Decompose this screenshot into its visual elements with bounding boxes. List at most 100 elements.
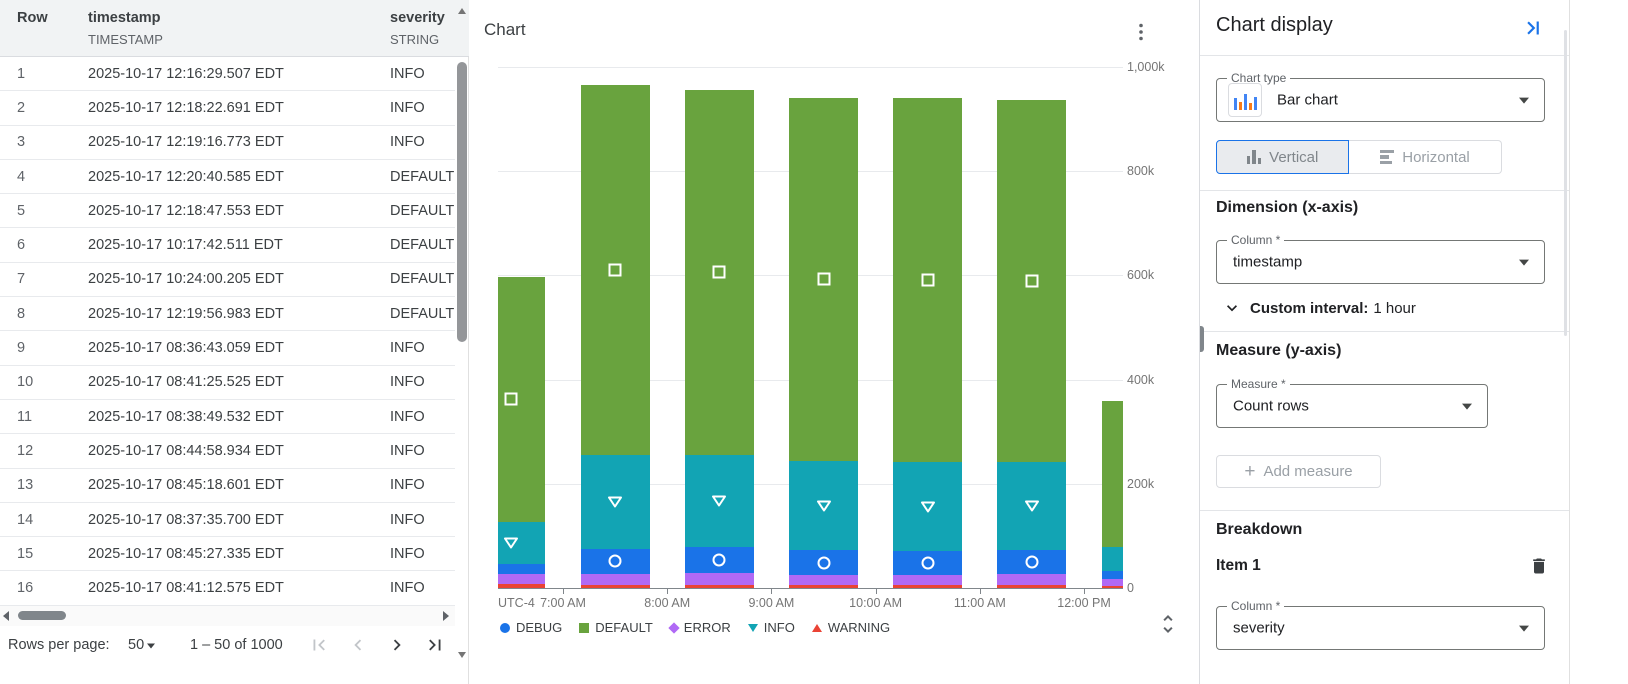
bar-segment-default[interactable] <box>997 99 1067 462</box>
rows-per-page-value[interactable]: 50 <box>128 637 145 653</box>
plus-icon: + <box>1244 461 1256 482</box>
expand-chart-button[interactable] <box>1156 612 1180 636</box>
horizontal-orientation-button[interactable]: Horizontal <box>1349 140 1502 174</box>
chart-options-menu-button[interactable] <box>1129 20 1153 44</box>
legend-item-default[interactable]: DEFAULT <box>579 620 653 635</box>
scroll-down-arrow-icon[interactable] <box>458 652 466 658</box>
scroll-left-arrow-icon[interactable] <box>3 611 9 621</box>
legend-triangle-down-icon <box>747 623 758 632</box>
next-page-button[interactable] <box>386 634 408 656</box>
breakdown-column-select[interactable]: Column * severity <box>1216 599 1545 650</box>
table-row[interactable]: 15 2025-10-17 08:45:27.335 EDT INFO <box>0 537 455 572</box>
bar-segment-info[interactable] <box>498 521 546 564</box>
table-row[interactable]: 4 2025-10-17 12:20:40.585 EDT DEFAULT <box>0 160 455 195</box>
first-page-button[interactable] <box>308 634 330 656</box>
legend-item-info[interactable]: INFO <box>747 620 795 635</box>
bar-segment-error[interactable] <box>1101 579 1123 586</box>
vertical-scrollbar[interactable] <box>455 0 469 684</box>
panel-resize-handle[interactable] <box>1200 326 1204 352</box>
table-row[interactable]: 9 2025-10-17 08:36:43.059 EDT INFO <box>0 331 455 366</box>
bar-segment-debug[interactable] <box>684 547 754 574</box>
bar-segment-warning[interactable] <box>997 585 1067 588</box>
bar-segment-info[interactable] <box>893 462 963 551</box>
cell-severity: DEFAULT <box>390 202 455 219</box>
legend-item-error[interactable]: ERROR <box>668 620 731 635</box>
vertical-scrollbar-thumb[interactable] <box>457 62 467 342</box>
rows-per-page-caret-icon[interactable] <box>147 643 155 649</box>
bar-7-00-am[interactable] <box>580 0 650 588</box>
measure-select[interactable]: Measure * Count rows <box>1216 377 1488 428</box>
table-row[interactable]: 8 2025-10-17 12:19:56.983 EDT DEFAULT <box>0 297 455 332</box>
delete-breakdown-button[interactable] <box>1529 556 1551 578</box>
bar-segment-error[interactable] <box>684 573 754 585</box>
table-row[interactable]: 5 2025-10-17 12:18:47.553 EDT DEFAULT <box>0 194 455 229</box>
legend-item-debug[interactable]: DEBUG <box>500 620 562 635</box>
column-header-timestamp[interactable]: timestamp TIMESTAMP <box>71 0 373 56</box>
bar-12-00-pm[interactable] <box>1101 0 1123 588</box>
bar-segment-warning[interactable] <box>684 584 754 588</box>
table-row[interactable]: 2 2025-10-17 12:18:22.691 EDT INFO <box>0 91 455 126</box>
bar-segment-debug[interactable] <box>789 550 858 575</box>
panel-scrollbar-thumb[interactable] <box>1564 30 1567 336</box>
vertical-orientation-button[interactable]: Vertical <box>1216 140 1349 174</box>
table-row[interactable]: 6 2025-10-17 10:17:42.511 EDT DEFAULT <box>0 228 455 263</box>
bar-segment-info[interactable] <box>789 460 858 551</box>
table-row[interactable]: 12 2025-10-17 08:44:58.934 EDT INFO <box>0 434 455 469</box>
table-row[interactable]: 13 2025-10-17 08:45:18.601 EDT INFO <box>0 469 455 503</box>
legend-item-warning[interactable]: WARNING <box>811 620 890 635</box>
bar-segment-default[interactable] <box>893 97 963 463</box>
bar-9-00-am[interactable] <box>789 0 858 588</box>
bar-segment-error[interactable] <box>997 574 1067 586</box>
bar-segment-default[interactable] <box>684 89 754 455</box>
bar-10-00-am[interactable] <box>893 0 963 588</box>
bar-segment-warning[interactable] <box>1101 585 1123 588</box>
bar-segment-default[interactable] <box>1101 401 1123 548</box>
bar-segment-debug[interactable] <box>997 550 1067 575</box>
horizontal-scrollbar[interactable] <box>0 606 455 626</box>
bar-segment-warning[interactable] <box>893 585 963 588</box>
bar-segment-error[interactable] <box>893 574 963 586</box>
more-vert-icon <box>1139 23 1143 41</box>
scroll-up-arrow-icon[interactable] <box>458 8 466 14</box>
gridline <box>498 67 1123 68</box>
bar-segment-info[interactable] <box>684 454 754 548</box>
horizontal-scrollbar-thumb[interactable] <box>18 611 66 620</box>
bar-segment-debug[interactable] <box>1101 570 1123 580</box>
bar-segment-warning[interactable] <box>580 584 650 588</box>
bar-segment-error[interactable] <box>498 574 546 584</box>
previous-page-button[interactable] <box>347 634 369 656</box>
table-row[interactable]: 3 2025-10-17 12:19:16.773 EDT INFO <box>0 126 455 160</box>
bar-segment-info[interactable] <box>1101 547 1123 571</box>
bar-6-00-am[interactable] <box>498 0 546 588</box>
bar-segment-debug[interactable] <box>893 551 963 575</box>
table-row[interactable]: 14 2025-10-17 08:37:35.700 EDT INFO <box>0 503 455 538</box>
bar-segment-info[interactable] <box>580 454 650 549</box>
chart-type-select[interactable]: Chart type Bar chart <box>1216 71 1545 122</box>
custom-interval-expander[interactable]: Custom interval: 1 hour <box>1222 297 1416 319</box>
table-row[interactable]: 10 2025-10-17 08:41:25.525 EDT INFO <box>0 366 455 400</box>
bar-segment-default[interactable] <box>580 85 650 455</box>
bar-segment-default[interactable] <box>789 97 858 461</box>
collapse-panel-button[interactable] <box>1518 15 1544 41</box>
add-measure-button[interactable]: + Add measure <box>1216 455 1381 488</box>
table-row[interactable]: 7 2025-10-17 10:24:00.205 EDT DEFAULT <box>0 263 455 298</box>
table-row[interactable]: 16 2025-10-17 08:41:12.575 EDT INFO <box>0 571 455 606</box>
bar-segment-warning[interactable] <box>498 583 546 588</box>
panel-close-right-icon <box>1527 21 1539 35</box>
table-row[interactable]: 1 2025-10-17 12:16:29.507 EDT INFO <box>0 57 455 92</box>
column-header-row[interactable]: Row <box>0 0 71 56</box>
bar-8-00-am[interactable] <box>684 0 754 588</box>
column-header-severity[interactable]: severity STRING <box>373 0 455 56</box>
bar-11-00-am[interactable] <box>997 0 1067 588</box>
bar-segment-default[interactable] <box>498 276 546 522</box>
dimension-column-select[interactable]: Column * timestamp <box>1216 233 1545 284</box>
bar-segment-debug[interactable] <box>498 563 546 575</box>
bar-segment-error[interactable] <box>789 574 858 586</box>
bar-segment-error[interactable] <box>580 573 650 585</box>
bar-segment-info[interactable] <box>997 461 1067 551</box>
last-page-button[interactable] <box>424 634 446 656</box>
scroll-right-arrow-icon[interactable] <box>443 611 449 621</box>
bar-segment-warning[interactable] <box>789 585 858 588</box>
bar-segment-debug[interactable] <box>580 548 650 574</box>
table-row[interactable]: 11 2025-10-17 08:38:49.532 EDT INFO <box>0 400 455 435</box>
